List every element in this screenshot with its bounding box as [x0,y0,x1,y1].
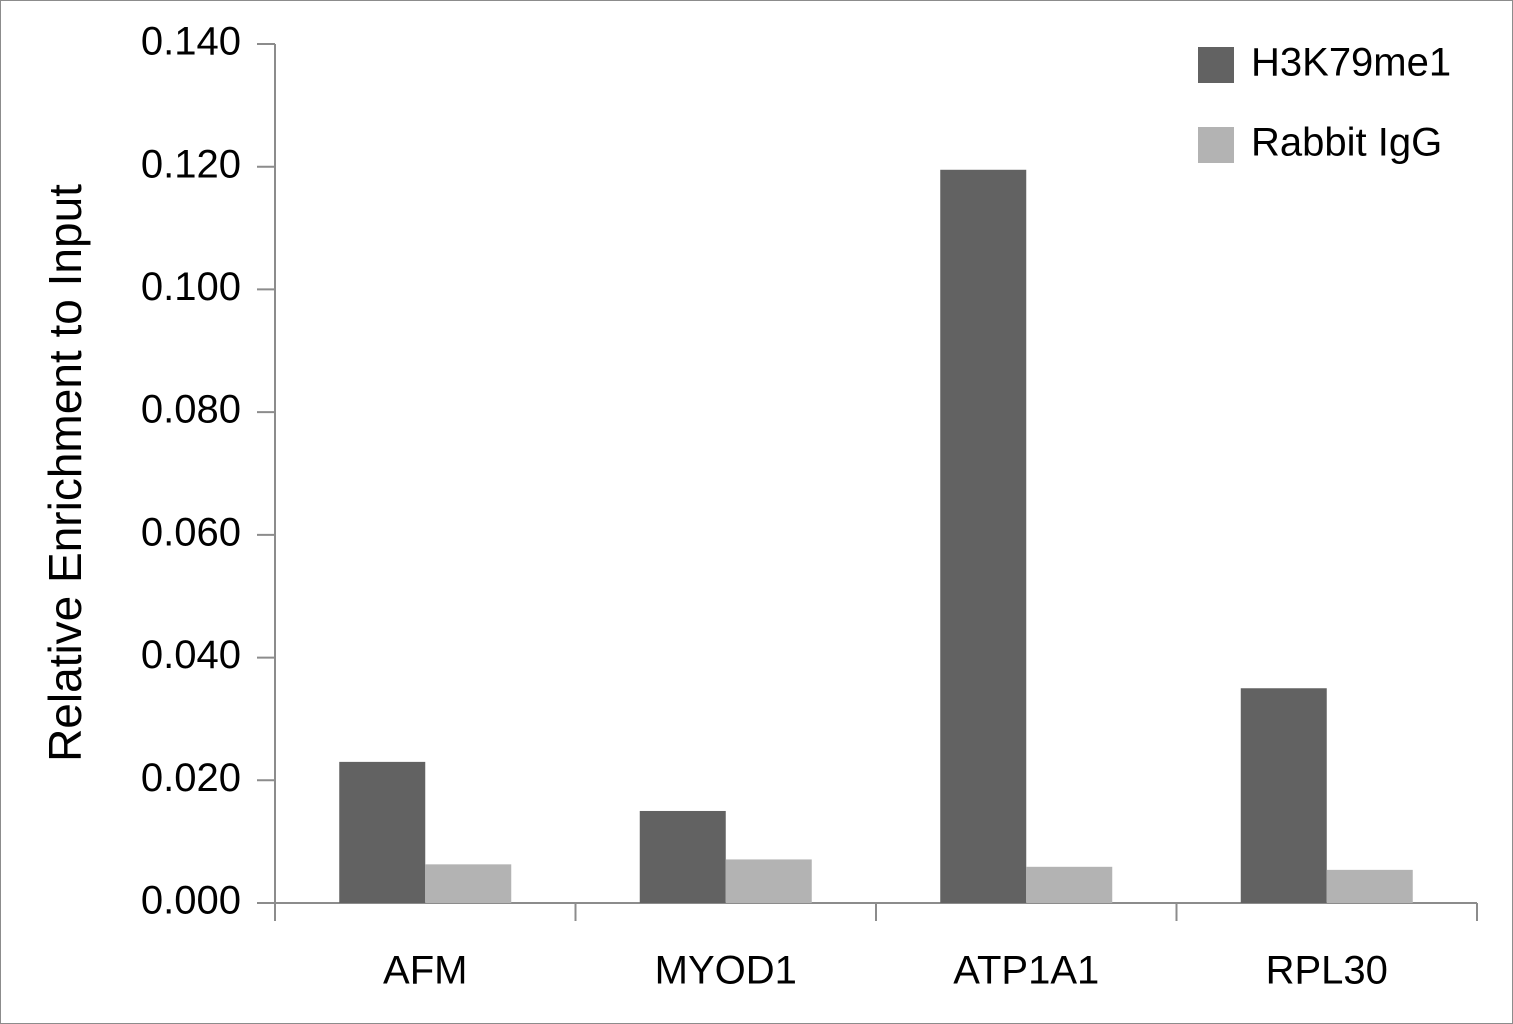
legend-swatch [1198,47,1234,83]
bar-rabbit-igg-atp1a1 [1026,866,1113,903]
legend-label: H3K79me1 [1251,41,1451,85]
bar-rabbit-igg-rpl30 [1326,869,1413,903]
y-tick-label: 0.100 [141,265,241,309]
bars [339,169,1413,903]
x-category-label: MYOD1 [655,949,797,993]
x-category-label: ATP1A1 [953,949,1099,993]
legend-label: Rabbit IgG [1251,121,1442,165]
x-category-label: RPL30 [1266,949,1388,993]
y-tick-label: 0.140 [141,20,241,64]
legend: H3K79me1 Rabbit IgG [1198,41,1451,165]
y-tick-label: 0.080 [141,388,241,432]
bar-h3k79me1-afm [339,761,426,903]
y-tick-label: 0.020 [141,756,241,800]
bar-rabbit-igg-afm [425,864,512,903]
y-axis-title-group: Relative Enrichment to Input [39,184,91,762]
bar-h3k79me1-atp1a1 [940,169,1027,903]
y-axis: 0.000 0.020 0.040 0.060 0.080 0.100 0.120 0.140 [141,20,276,923]
bar-h3k79me1-myod1 [639,810,726,903]
y-tick-label: 0.000 [141,879,241,923]
x-axis: AFM MYOD1 ATP1A1 RPL30 [274,902,1478,993]
bar-rabbit-igg-myod1 [725,859,812,903]
y-axis-title: Relative Enrichment to Input [39,184,91,762]
y-tick-label: 0.060 [141,510,241,554]
y-tick-label: 0.120 [141,142,241,186]
legend-swatch [1198,127,1234,163]
x-category-label: AFM [383,949,467,993]
y-tick-label: 0.040 [141,633,241,677]
bar-h3k79me1-rpl30 [1240,688,1327,903]
